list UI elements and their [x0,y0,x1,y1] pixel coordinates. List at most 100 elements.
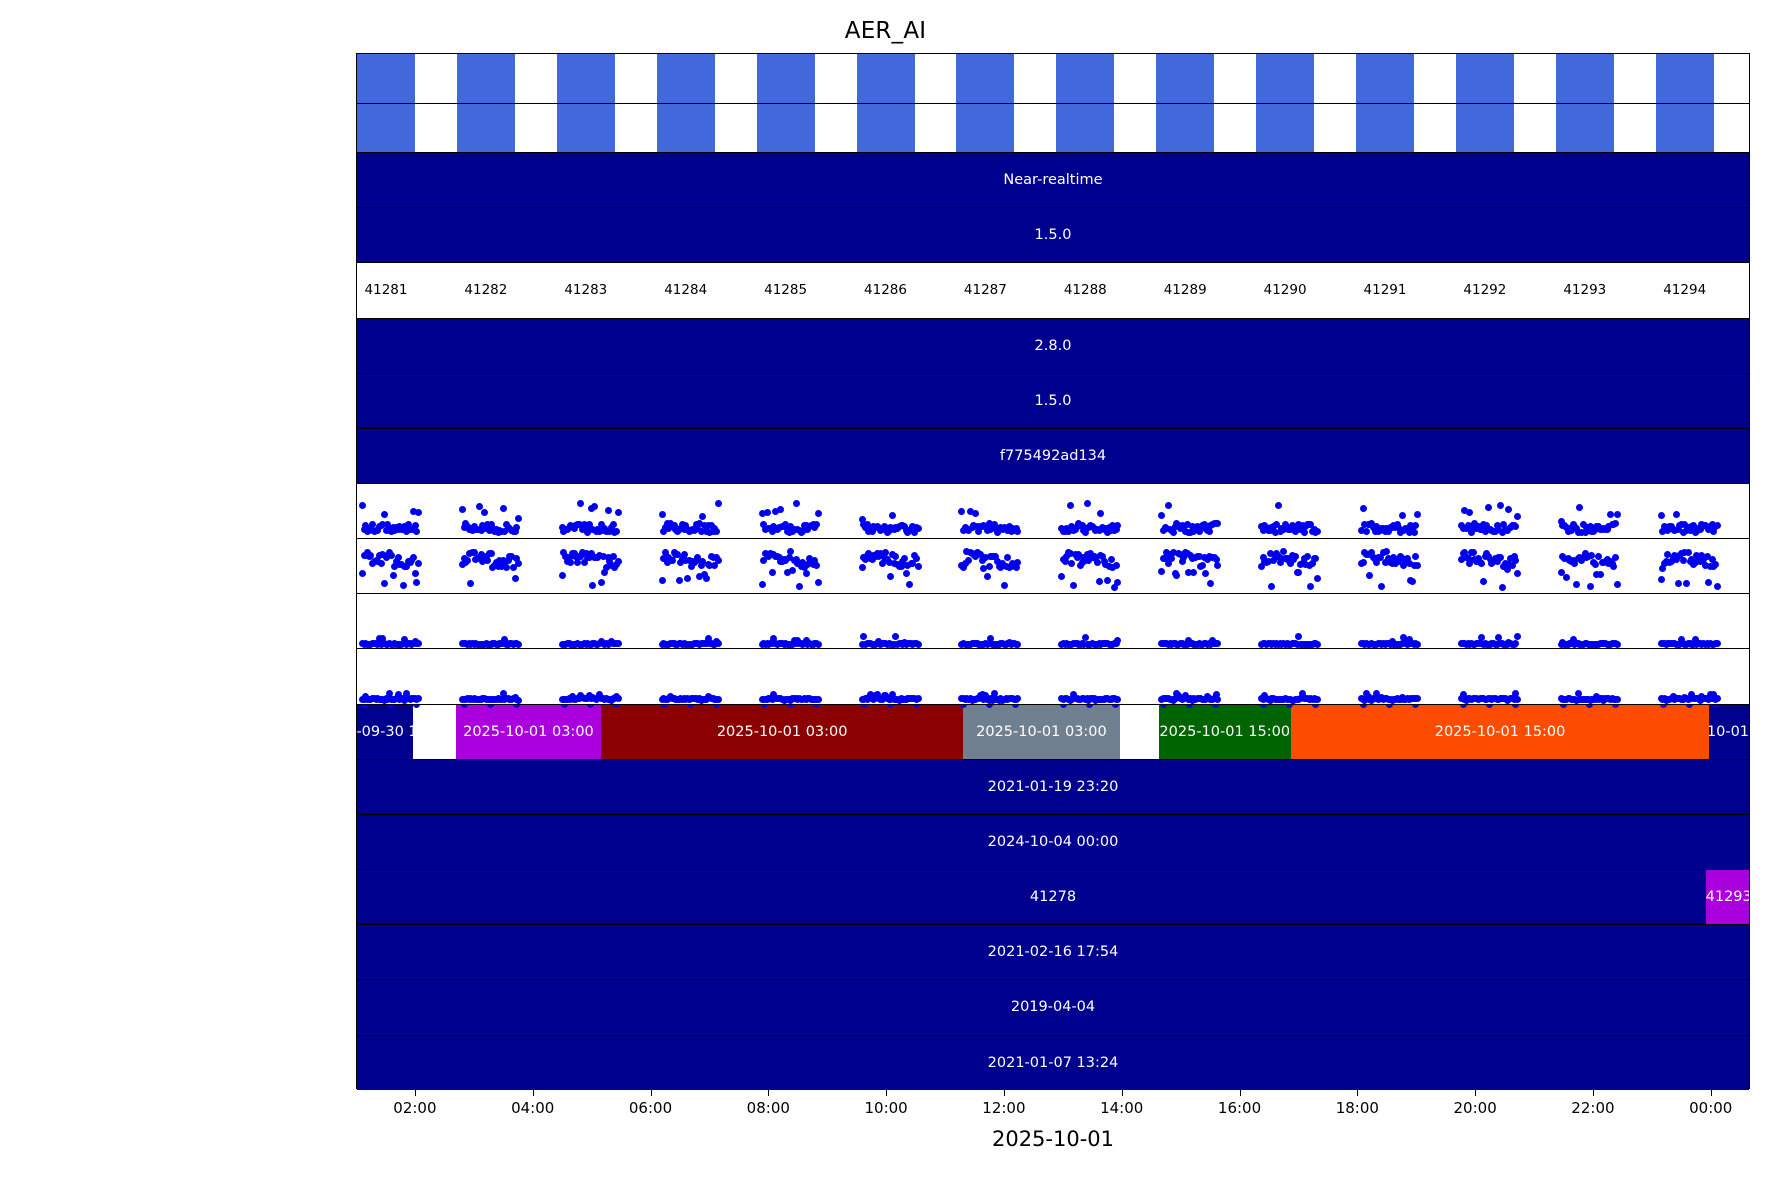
scatter-point [1414,694,1421,702]
scatter-point [704,634,712,642]
scatter-point [814,640,822,648]
scatter-point [1307,582,1315,590]
scatter-point [1493,558,1501,566]
scatter-point [570,549,578,557]
scatter-point [580,558,588,566]
scatter-point [1478,634,1486,642]
scatter-point [1312,704,1320,708]
scatter-point [514,696,522,704]
scatter-point [508,552,516,560]
scatter-point [702,574,710,582]
scatter-point [403,563,411,571]
scatter-point [1607,510,1614,518]
scatter-point [1683,580,1691,588]
scatter-point [1063,552,1071,560]
scatter-point [777,505,785,513]
x-tick-label: 08:00 [746,1099,790,1117]
aux-met-segment: 2025-09-30 15:00 [357,704,413,759]
scatter-point [1307,521,1315,529]
scatter-point [1405,528,1413,536]
scatter-point [575,521,583,529]
scatter-point [1309,559,1316,567]
page-title: AER_AI [844,18,927,44]
scatter-point [686,704,694,708]
scatter-point [770,691,778,699]
row-cfg-aer-ai: CFG AER AI2024-10-04 00:00 [357,813,1749,870]
scatter-point [1464,521,1472,529]
scatter-point [379,520,387,528]
scatter-point [878,559,886,567]
scatter-point [1180,553,1188,561]
scatter-point [784,569,792,577]
scatter-point [1571,560,1579,568]
scatter-point [1513,512,1521,520]
scatter-point [1705,578,1713,586]
scatter-point [806,554,814,562]
scatter-point [613,528,621,536]
scatter-point [1286,560,1294,567]
scatter-point [1186,704,1194,708]
scatter-point [586,704,594,708]
x-tick-label: 04:00 [511,1099,555,1117]
scatter-point [960,704,968,708]
scatter-point [415,560,422,568]
scatter-point [914,640,922,648]
scatter-point [458,505,466,513]
x-tick-mark [1710,1089,1712,1096]
scatter-point [487,549,495,557]
scatter-point [377,559,385,567]
scatter-point [1468,528,1476,536]
scatter-point [696,573,704,581]
scatter-point [1114,696,1122,704]
scatter-point [1500,520,1508,528]
scatter-point [499,689,507,697]
row-value-revision: f775492ad134 [999,447,1107,464]
scatter-point [868,528,876,536]
scatter-point [961,560,969,568]
orbit-label: 41292 [1463,282,1507,299]
scatter-point [986,704,994,708]
scatter-point [701,570,709,578]
scatter-point [1095,578,1103,586]
scatter-point [897,563,905,571]
scatter-point [1195,528,1203,536]
scatter-point [768,527,776,535]
scatter-point [1114,521,1122,529]
scatter-point [1212,556,1220,563]
scatter-point [1266,550,1274,558]
scatter-point [1083,500,1091,508]
scatter-point [699,512,707,520]
scatter-point [463,556,471,564]
scatter-point [1383,548,1391,556]
x-tick-mark [1239,1089,1241,1096]
scatter-point [994,557,1002,565]
scatter-point [384,520,392,528]
aux-met-segment: 2025-10-01 15:00 [1709,704,1749,759]
scatter-point [658,576,666,584]
scatter-point [658,511,666,519]
orbit-tick-container: 41281 41282 41283 41284 41285 41286 41287 41288… [357,263,1749,317]
scatter-point [1070,581,1078,589]
scatter-point [680,551,688,559]
scatter-point [682,521,690,529]
scatter-point [1466,560,1474,568]
scatter-point [785,554,793,562]
scatter-point [614,694,622,702]
scatter-point [1110,583,1118,591]
scatter-point [361,704,368,708]
status-block [1356,54,1414,104]
scatter-point [614,509,622,517]
scatter-point [1273,520,1281,528]
scatter-point [1693,528,1701,536]
row-ref-solar: REF SOLAR2021-01-07 13:24 [357,1034,1749,1090]
scatter-point [411,522,419,530]
scatter-point [597,579,605,587]
scatter-point [374,527,382,535]
scatter-point [885,558,893,566]
scatter-point [697,528,705,536]
scatter-point [1464,554,1472,562]
scatter-point [1581,529,1589,537]
scatter-point [503,564,511,572]
scatter-point [1312,555,1320,562]
scatter-point [394,554,402,562]
